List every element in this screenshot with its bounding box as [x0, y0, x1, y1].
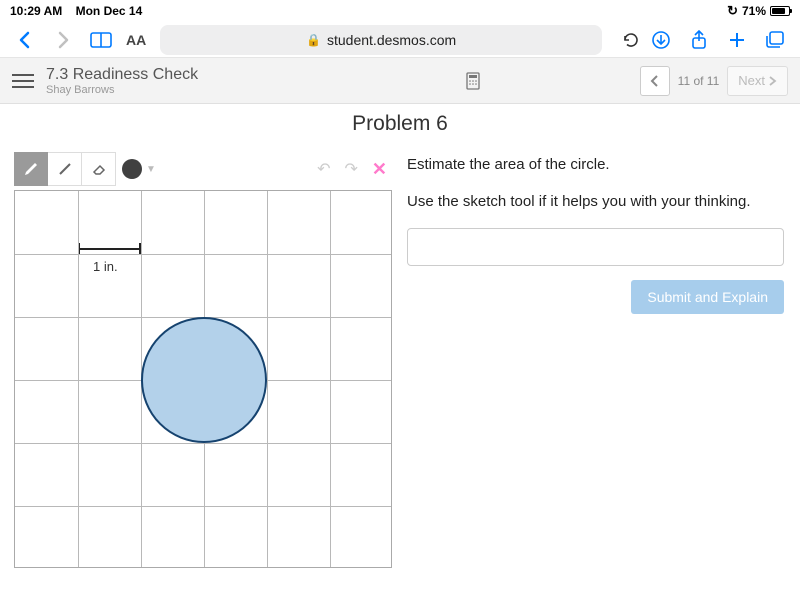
battery-pct: 71% [742, 4, 766, 18]
student-name: Shay Barrows [46, 84, 466, 96]
color-picker[interactable]: ▼ [122, 159, 156, 179]
eraser-tool[interactable] [82, 152, 116, 186]
forward-button [46, 25, 80, 55]
tabs-button[interactable] [758, 25, 792, 55]
menu-button[interactable] [12, 74, 34, 88]
url-text: student.desmos.com [327, 32, 456, 48]
line-tool[interactable] [48, 152, 82, 186]
lock-icon: 🔒 [306, 33, 321, 47]
app-header: 7.3 Readiness Check Shay Barrows 11 of 1… [0, 58, 800, 104]
new-tab-button[interactable] [720, 25, 754, 55]
content-area: ▼ ↶ ↷ ✕ 1 in. Estimate the area of the c… [0, 146, 800, 600]
reload-status-icon: ↻ [727, 3, 738, 19]
scale-label: 1 in. [93, 259, 118, 274]
prev-page-button[interactable] [640, 66, 670, 96]
calculator-icon[interactable] [466, 72, 480, 90]
grid-line [267, 191, 268, 567]
safari-toolbar: AA 🔒 student.desmos.com [0, 22, 800, 58]
text-size-button[interactable]: AA [126, 32, 146, 48]
undo-redo-group: ↶ ↷ ✕ [317, 159, 395, 180]
page-indicator: 11 of 11 [678, 74, 720, 88]
clear-button[interactable]: ✕ [372, 159, 387, 180]
grid-line [15, 254, 391, 255]
next-label: Next [738, 73, 765, 88]
pagination: 11 of 11 Next [640, 66, 788, 96]
grid-line [15, 443, 391, 444]
prompt-column: Estimate the area of the circle. Use the… [395, 146, 800, 600]
pencil-tool[interactable] [14, 152, 48, 186]
downloads-button[interactable] [644, 25, 678, 55]
color-swatch-icon [122, 159, 142, 179]
reload-button[interactable] [612, 25, 640, 55]
grid-line [330, 191, 331, 567]
status-date: Mon Dec 14 [76, 4, 143, 18]
url-bar[interactable]: 🔒 student.desmos.com [160, 25, 602, 55]
redo-button[interactable]: ↷ [345, 159, 358, 179]
undo-button[interactable]: ↶ [317, 159, 330, 179]
chevron-down-icon: ▼ [146, 164, 156, 175]
battery-icon [770, 6, 790, 16]
share-button[interactable] [682, 25, 716, 55]
answer-input[interactable] [407, 228, 784, 266]
prompt-line-1: Estimate the area of the circle. [407, 154, 784, 175]
status-time: 10:29 AM [10, 4, 62, 18]
grid-line [15, 506, 391, 507]
status-left: 10:29 AM Mon Dec 14 [10, 4, 142, 18]
sketch-toolbar: ▼ ↶ ↷ ✕ [14, 152, 395, 186]
back-button[interactable] [8, 25, 42, 55]
bookmarks-button[interactable] [84, 25, 118, 55]
header-titles: 7.3 Readiness Check Shay Barrows [46, 66, 466, 96]
sketch-column: ▼ ↶ ↷ ✕ 1 in. [0, 146, 395, 600]
sketch-circle [141, 317, 267, 443]
sketch-canvas[interactable]: 1 in. [14, 190, 392, 568]
submit-button[interactable]: Submit and Explain [631, 280, 784, 314]
problem-title: Problem 6 [0, 104, 800, 146]
prompt-line-2: Use the sketch tool if it helps you with… [407, 191, 784, 212]
next-page-button: Next [727, 66, 788, 96]
lesson-title: 7.3 Readiness Check [46, 66, 466, 84]
grid-line [78, 191, 79, 567]
ipad-status-bar: 10:29 AM Mon Dec 14 ↻ 71% [0, 0, 800, 22]
status-right: ↻ 71% [727, 3, 790, 19]
